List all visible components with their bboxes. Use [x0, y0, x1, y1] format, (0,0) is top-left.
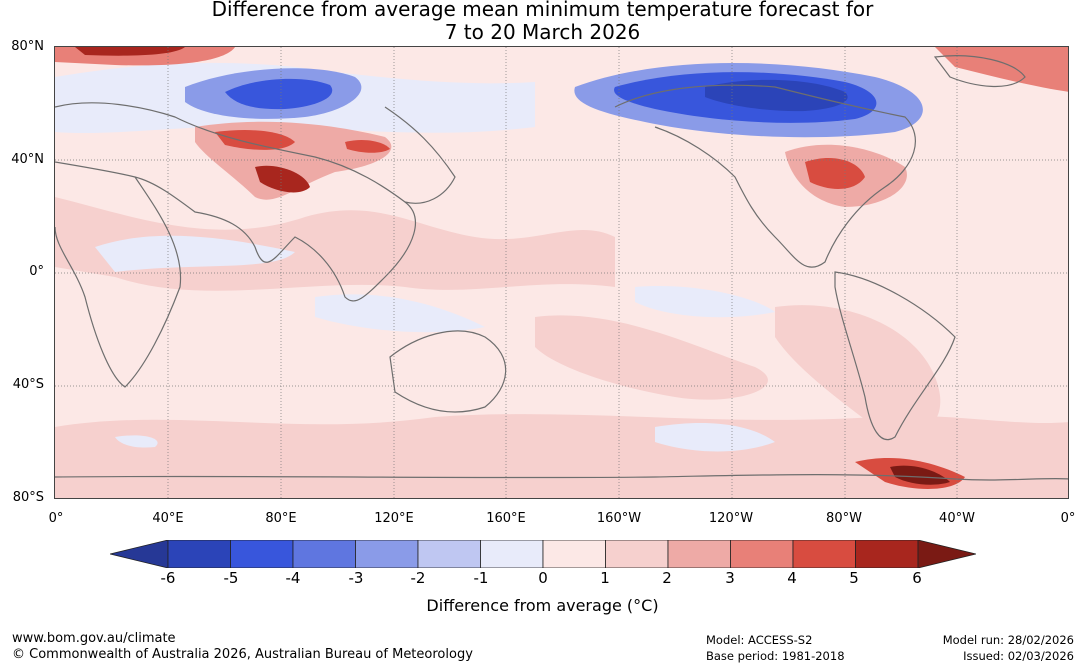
graticule	[55, 47, 1068, 498]
colorbar-segment	[855, 540, 919, 568]
anomaly-patch	[935, 47, 1068, 92]
lon-label-80w: 80°W	[826, 511, 862, 526]
colorbar-segment	[730, 540, 794, 568]
lon-label-0-right: 0°	[1060, 511, 1076, 526]
footer-issued: Issued: 02/03/2026	[963, 649, 1074, 663]
chart-title: Difference from average mean minimum tem…	[0, 0, 1085, 44]
colorbar-segment	[542, 540, 606, 568]
footer-model-run: Model run: 28/02/2026	[942, 633, 1074, 647]
colorbar-tick: 3	[725, 569, 735, 587]
anomaly-patch	[345, 139, 390, 153]
lat-label-40n: 40°N	[11, 152, 44, 167]
coastline-east-asia	[384, 106, 456, 204]
lon-label-80e: 80°E	[265, 511, 297, 526]
colorbar-tick: -4	[285, 569, 301, 587]
colorbar-segment	[917, 540, 976, 568]
colorbar-segment	[292, 540, 356, 568]
footer-model: Model: ACCESS-S2	[706, 633, 813, 647]
colorbar-segment	[667, 540, 731, 568]
colorbar-segment	[167, 540, 231, 568]
colorbar-tick: -6	[160, 569, 176, 587]
anomaly-patch	[655, 422, 775, 452]
anomaly-patch	[315, 294, 485, 333]
lon-label-120e: 120°E	[374, 511, 414, 526]
anomaly-patch	[215, 130, 295, 150]
coastline-africa	[55, 161, 182, 388]
colorbar-tick: -5	[223, 569, 239, 587]
coastline-greenland	[933, 55, 1026, 87]
anomaly-patch	[255, 165, 310, 193]
map-canvas	[55, 47, 1068, 498]
colorbar-tick: 4	[787, 569, 797, 587]
colorbar-segment	[605, 540, 669, 568]
lat-label-40s: 40°S	[12, 377, 44, 392]
coastline-eurasia	[55, 102, 416, 302]
footer-website: www.bom.gov.au/climate	[12, 631, 176, 646]
colorbar-segments	[110, 540, 976, 568]
colorbar-label: Difference from average (°C)	[426, 596, 659, 615]
anomaly-patch	[890, 465, 950, 485]
footer-copyright: © Commonwealth of Australia 2026, Austra…	[12, 647, 473, 662]
anomaly-patch	[55, 197, 615, 291]
lat-label-80n: 80°N	[11, 39, 44, 54]
coastline-north-america	[614, 84, 916, 268]
lon-label-160e: 160°E	[486, 511, 526, 526]
coastline-antarctica	[55, 474, 1068, 481]
colorbar-tick: 6	[912, 569, 922, 587]
colorbar-segment	[792, 540, 856, 568]
title-line-2: 7 to 20 March 2026	[444, 20, 641, 44]
anomaly-patch	[75, 47, 185, 56]
coastline-australia	[389, 330, 507, 413]
anomaly-patch	[635, 286, 775, 318]
colorbar-segment	[417, 540, 481, 568]
anomaly-patch	[95, 235, 295, 272]
lon-label-0: 0°	[48, 511, 64, 526]
lon-label-120w: 120°W	[708, 511, 754, 526]
colorbar-segment	[230, 540, 294, 568]
anomaly-patch	[535, 315, 768, 400]
colorbar	[110, 540, 976, 568]
colorbar-tick: 0	[538, 569, 548, 587]
footer-base-period: Base period: 1981-2018	[706, 649, 845, 663]
colorbar-tick: 1	[600, 569, 610, 587]
lat-label-80s: 80°S	[12, 490, 44, 505]
lon-label-160w: 160°W	[596, 511, 642, 526]
colorbar-tick: -2	[410, 569, 426, 587]
colorbar-segment	[355, 540, 419, 568]
colorbar-segment	[480, 540, 544, 568]
anomaly-patch	[805, 157, 865, 189]
colorbar-segment	[110, 540, 169, 568]
anomaly-patch	[115, 435, 158, 448]
colorbar-tick: -3	[348, 569, 364, 587]
coastline-south-america	[834, 271, 956, 441]
colorbar-tick: 2	[662, 569, 672, 587]
colorbar-tick: 5	[849, 569, 859, 587]
coastlines	[55, 55, 1068, 481]
lat-label-equator: 0°	[29, 264, 44, 279]
lon-label-40w: 40°W	[939, 511, 975, 526]
anomaly-patch	[225, 78, 333, 110]
title-line-1: Difference from average mean minimum tem…	[211, 0, 874, 21]
lon-label-40e: 40°E	[152, 511, 184, 526]
colorbar-tick: -1	[473, 569, 489, 587]
anomaly-map	[54, 46, 1069, 499]
anomaly-patch	[705, 79, 848, 112]
